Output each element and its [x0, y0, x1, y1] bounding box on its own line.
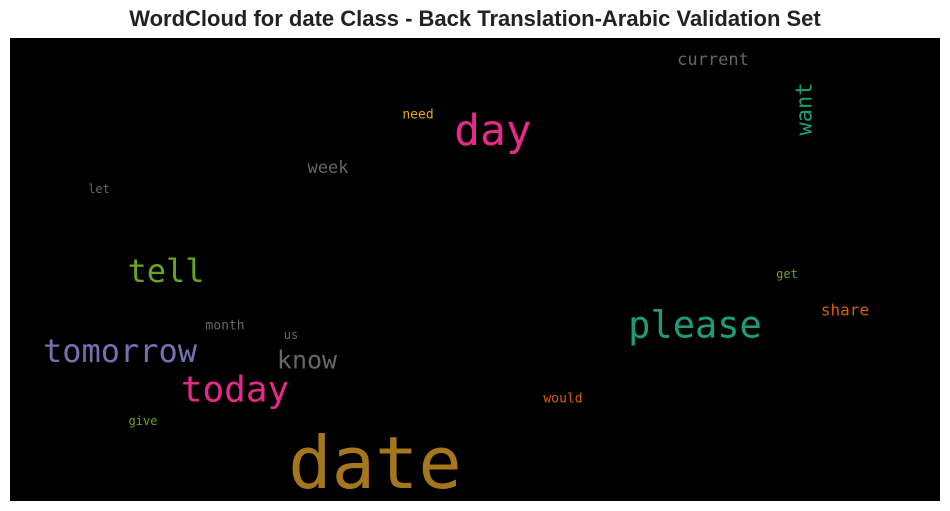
- word-give: give: [129, 414, 158, 428]
- word-please: please: [628, 304, 762, 347]
- word-let: let: [88, 182, 110, 196]
- word-today: today: [181, 370, 289, 411]
- word-need: need: [402, 108, 433, 123]
- word-tell: tell: [127, 252, 204, 290]
- wordcloud-canvas: date day please today tomorrow tell know want cu…: [10, 38, 940, 501]
- word-get: get: [776, 267, 798, 281]
- chart-title: WordCloud for date Class - Back Translat…: [129, 6, 821, 31]
- word-would: would: [543, 392, 582, 407]
- word-week: week: [308, 158, 349, 178]
- word-us: us: [284, 328, 298, 342]
- word-current: current: [677, 50, 749, 70]
- word-know: know: [277, 346, 338, 375]
- word-month: month: [205, 319, 244, 334]
- word-date: date: [288, 421, 461, 501]
- word-want: want: [793, 83, 818, 136]
- word-tomorrow: tomorrow: [43, 332, 198, 370]
- word-day: day: [454, 106, 532, 156]
- word-share: share: [821, 301, 869, 320]
